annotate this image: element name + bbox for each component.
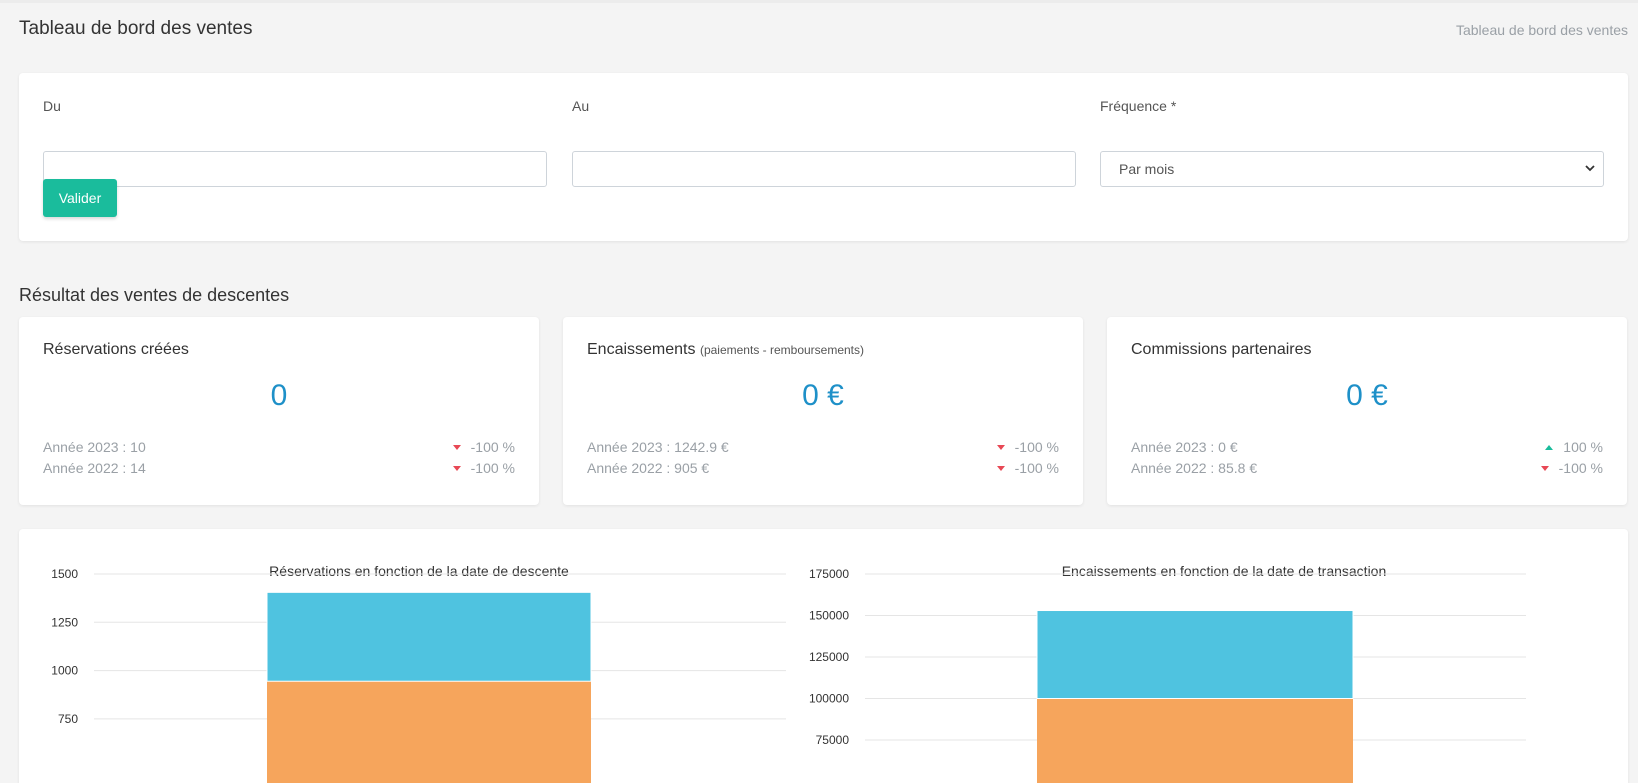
- breadcrumb[interactable]: Tableau de bord des ventes: [1455, 22, 1628, 38]
- page-title: Tableau de bord des ventes: [19, 18, 253, 39]
- trend-up-icon: [1545, 444, 1554, 450]
- frequency-selected-value: Par mois: [1119, 161, 1175, 177]
- stat-row: Année 2022 : 905 € -100 %: [587, 460, 1059, 480]
- stat-row-trend: 100 %: [1545, 439, 1603, 455]
- stat-row-label: Année 2022 : 905 €: [587, 460, 710, 476]
- y-tick-label: 1250: [51, 615, 78, 629]
- stat-row-label: Année 2022 : 85.8 €: [1131, 460, 1258, 476]
- stat-row-pct: -100 %: [1014, 439, 1059, 455]
- stat-title: Encaissements (paiements - remboursement…: [587, 341, 864, 359]
- submit-button[interactable]: Valider: [43, 179, 117, 217]
- stat-row-trend: -100 %: [452, 460, 515, 476]
- from-date-input[interactable]: [43, 151, 547, 187]
- stat-row-pct: 100 %: [1563, 439, 1603, 455]
- stat-card-reservations: Réservations créées 0 Année 2023 : 10 -1…: [19, 317, 539, 505]
- frequency-field: Fréquence * Par mois: [1100, 98, 1604, 187]
- page-header: Tableau de bord des ventes Tableau de bo…: [19, 18, 1628, 46]
- trend-down-icon: [996, 465, 1005, 471]
- stat-row-trend: -100 %: [996, 460, 1059, 476]
- stat-row: Année 2023 : 1242.9 € -100 %: [587, 439, 1059, 459]
- stat-value: 0 €: [802, 379, 844, 412]
- stat-row-pct: -100 %: [1558, 460, 1603, 476]
- to-field: Au: [572, 98, 1076, 187]
- stat-row-pct: -100 %: [1014, 460, 1059, 476]
- top-border: [0, 0, 1638, 3]
- to-label: Au: [572, 98, 590, 114]
- stat-row-label: Année 2022 : 14: [43, 460, 146, 476]
- y-tick-label: 750: [58, 712, 78, 726]
- stat-row-trend: -100 %: [1540, 460, 1603, 476]
- bar-segment-series-1[interactable]: [266, 591, 592, 682]
- stat-card-commissions: Commissions partenaires 0 € Année 2023 :…: [1107, 317, 1627, 505]
- stat-title: Réservations créées: [43, 341, 189, 359]
- stat-row-label: Année 2023 : 0 €: [1131, 439, 1238, 455]
- y-tick-label: 175000: [809, 567, 849, 581]
- stat-row-trend: -100 %: [996, 439, 1059, 455]
- trend-down-icon: [1540, 465, 1549, 471]
- charts-card: Réservations en fonction de la date de d…: [19, 529, 1628, 783]
- bar-segment-series-0[interactable]: [1037, 698, 1353, 783]
- chart-encaissements: 75000 100000 125000 150000 175000: [809, 567, 1526, 783]
- stat-row: Année 2022 : 14 -100 %: [43, 460, 515, 480]
- stat-row-trend: -100 %: [452, 439, 515, 455]
- frequency-select[interactable]: Par mois: [1100, 151, 1604, 187]
- chevron-down-icon: [1585, 165, 1595, 172]
- stat-row-label: Année 2023 : 1242.9 €: [587, 439, 729, 455]
- bar-segment-series-0[interactable]: [267, 681, 591, 783]
- chart-title-reservations: Réservations en fonction de la date de d…: [269, 563, 569, 579]
- stat-value: 0: [270, 379, 288, 412]
- from-label: Du: [43, 98, 61, 114]
- stat-value: 0 €: [1346, 379, 1388, 412]
- bar-segment-series-1[interactable]: [1036, 610, 1354, 699]
- y-tick-label: 150000: [809, 609, 849, 623]
- stat-title-text: Encaissements: [587, 341, 696, 358]
- stat-row: Année 2023 : 10 -100 %: [43, 439, 515, 459]
- from-field: Du: [43, 98, 547, 187]
- chart-title-encaissements: Encaissements en fonction de la date de …: [1061, 563, 1387, 579]
- y-tick-label: 75000: [816, 733, 850, 747]
- y-tick-label: 100000: [809, 692, 849, 706]
- frequency-label: Fréquence *: [1100, 98, 1177, 114]
- stat-row: Année 2023 : 0 € 100 %: [1131, 439, 1603, 459]
- stat-row-pct: -100 %: [470, 460, 515, 476]
- y-tick-label: 125000: [809, 650, 849, 664]
- filter-card: Du Au Fréquence * Par mois Valider: [19, 73, 1628, 241]
- stat-row: Année 2022 : 85.8 € -100 %: [1131, 460, 1603, 480]
- trend-down-icon: [452, 444, 461, 450]
- y-tick-label: 1000: [51, 664, 78, 678]
- stat-title-text: Réservations créées: [43, 341, 189, 358]
- to-date-input[interactable]: [572, 151, 1076, 187]
- section-title: Résultat des ventes de descentes: [19, 285, 290, 305]
- stat-row-pct: -100 %: [470, 439, 515, 455]
- stat-row-label: Année 2023 : 10: [43, 439, 146, 455]
- stat-subtitle: (paiements - remboursements): [699, 343, 865, 357]
- chart-reservations: 750 1000 1250 1500: [51, 567, 786, 783]
- trend-down-icon: [452, 465, 461, 471]
- stat-title-text: Commissions partenaires: [1131, 341, 1312, 358]
- stat-title: Commissions partenaires: [1131, 341, 1312, 359]
- y-tick-label: 1500: [51, 567, 78, 581]
- stat-card-encaissements: Encaissements (paiements - remboursement…: [563, 317, 1083, 505]
- trend-down-icon: [996, 444, 1005, 450]
